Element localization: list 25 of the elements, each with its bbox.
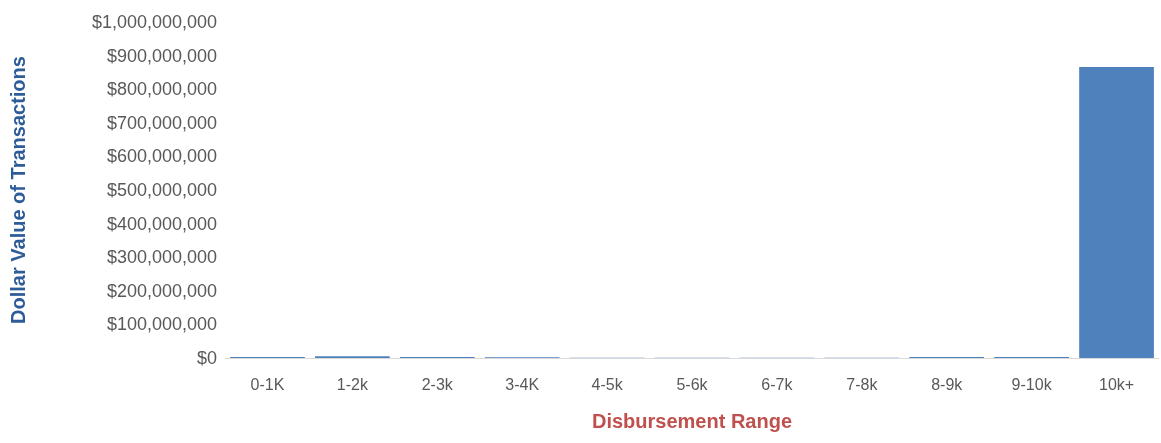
y-tick-label: $1,000,000,000 [91,12,217,32]
y-tick-label: $300,000,000 [106,247,217,268]
x-tick-label: 9-10k [1011,375,1053,393]
y-tick-label: $200,000,000 [106,280,217,301]
x-tick-label: 7-8k [846,375,879,393]
x-tick-label: 0-1K [250,375,285,393]
y-tick-label: $600,000,000 [106,146,217,167]
y-tick-label: $0 [196,348,217,368]
y-tick-label: $700,000,000 [106,112,217,133]
y-axis-title: Dollar Value of Transactions [7,56,29,324]
x-tick-label: 2-3k [421,375,454,393]
x-tick-label: 3-4K [505,375,540,393]
x-tick-label: 6-7k [761,375,794,393]
y-tick-label: $100,000,000 [106,314,217,335]
x-tick-label: 5-6k [676,375,709,393]
x-tick-label: 4-5k [591,375,624,393]
y-tick-label: $900,000,000 [106,45,217,66]
x-tick-label: 8-9k [931,375,964,393]
x-tick-label: 1-2k [336,375,369,393]
y-tick-label: $400,000,000 [106,213,217,234]
x-axis-title: Disbursement Range [591,410,793,432]
y-tick-label: $800,000,000 [106,79,217,100]
x-tick-label: 10k+ [1098,375,1135,393]
y-tick-label: $500,000,000 [106,180,217,200]
bar [1079,67,1154,358]
